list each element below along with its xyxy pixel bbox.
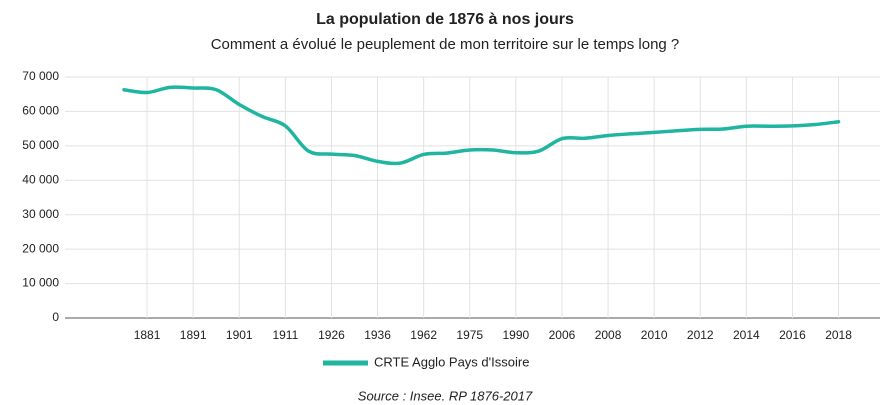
y-tick-label: 40 000 [22, 172, 59, 186]
x-tick-label: 1962 [410, 328, 437, 342]
x-tick-label: 2014 [733, 328, 760, 342]
x-tick-label: 1990 [502, 328, 529, 342]
y-tick-label: 20 000 [22, 241, 59, 255]
x-tick-label: 1881 [134, 328, 161, 342]
x-tick-label: 2006 [549, 328, 576, 342]
x-tick-label: 1936 [364, 328, 391, 342]
source: Source : Insee. RP 1876-2017 [358, 388, 533, 403]
y-tick-label: 0 [52, 310, 59, 324]
chart-subtitle: Comment a évolué le peuplement de mon te… [211, 36, 680, 53]
x-tick-label: 1891 [180, 328, 207, 342]
x-tick-label: 2016 [779, 328, 806, 342]
x-tick-label: 2010 [641, 328, 668, 342]
y-tick-label: 30 000 [22, 207, 59, 221]
y-tick-label: 70 000 [22, 69, 59, 83]
x-tick-label: 1911 [272, 328, 298, 342]
x-tick-label: 2012 [687, 328, 714, 342]
x-tick-label: 1901 [226, 328, 253, 342]
chart-title: La population de 1876 à nos jours [316, 11, 574, 28]
y-tick-label: 10 000 [22, 276, 59, 290]
y-tick-label: 60 000 [22, 104, 59, 118]
x-tick-label: 1975 [456, 328, 483, 342]
legend-label: CRTE Agglo Pays d'Issoire [374, 354, 529, 369]
line [122, 85, 841, 166]
x-tick-label: 1926 [318, 328, 345, 342]
x-tick-label: 2018 [825, 328, 852, 342]
x-tick-label: 2008 [595, 328, 622, 342]
y-tick-label: 50 000 [22, 138, 59, 152]
